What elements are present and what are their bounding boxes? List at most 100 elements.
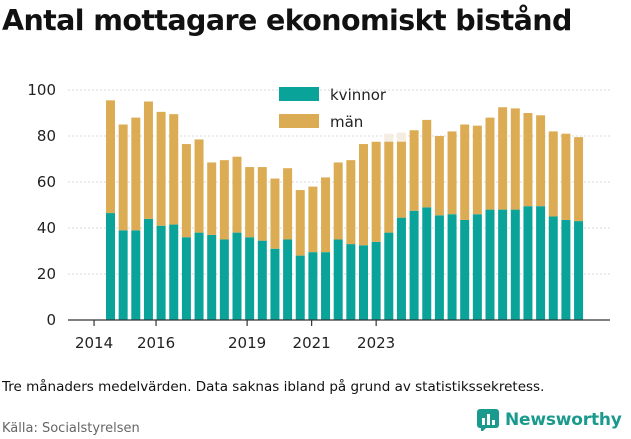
bar-man [270, 178, 280, 249]
bar-kvinnor [156, 225, 166, 320]
bars [106, 100, 584, 320]
x-tick-label: 2023 [357, 334, 395, 352]
bar-kvinnor [131, 230, 141, 320]
bar-kvinnor [194, 232, 204, 320]
bar-kvinnor [270, 248, 280, 320]
bar-man [257, 167, 267, 241]
y-tick-label: 60 [37, 173, 56, 191]
x-axis: 2014 2016 2019 2021 2023 [68, 319, 610, 352]
bar-man [548, 131, 558, 217]
newsworthy-logo[interactable]: Newsworthy [477, 409, 622, 431]
bar-man [384, 141, 394, 233]
bar-kvinnor [371, 241, 381, 320]
brand-name: Newsworthy [505, 410, 622, 430]
bar-man [485, 117, 495, 210]
bar-kvinnor [384, 232, 394, 320]
bar-kvinnor [181, 237, 191, 320]
bar-kvinnor [510, 209, 520, 320]
x-tick-label: 2014 [75, 334, 113, 352]
y-tick-label: 100 [27, 81, 56, 99]
bar-kvinnor [422, 207, 432, 320]
bar-man [523, 113, 533, 207]
bar-kvinnor [523, 206, 533, 320]
bar-man [460, 124, 470, 220]
bar-kvinnor [346, 244, 356, 320]
bar-man [308, 186, 318, 253]
bar-kvinnor [308, 252, 318, 320]
bar-man [371, 141, 381, 242]
bar-man [346, 160, 356, 245]
bar-man [422, 119, 432, 208]
legend-label-man: män [330, 113, 363, 131]
bar-kvinnor [232, 232, 242, 320]
legend-swatch-kvinnor [279, 87, 319, 101]
bar-man [181, 144, 191, 238]
bar-kvinnor [333, 239, 343, 320]
bar-man [333, 162, 343, 240]
bar-kvinnor [295, 255, 305, 320]
bar-man [295, 190, 305, 256]
bar-man [207, 162, 217, 235]
bar-man [321, 177, 331, 253]
bar-kvinnor [106, 213, 115, 320]
stacked-bar-chart: 0 20 40 60 80 100 2014 2016 2019 2021 2023 kvinno… [27, 81, 610, 352]
bar-man [156, 111, 166, 226]
y-tick-label: 40 [37, 219, 56, 237]
bar-man [396, 141, 406, 218]
legend: kvinnor män [279, 86, 387, 131]
bar-kvinnor [118, 230, 128, 320]
source-text: Källa: Socialstyrelsen [2, 421, 140, 436]
legend-swatch-man [279, 114, 319, 128]
bar-man [510, 108, 520, 210]
bar-kvinnor [396, 217, 406, 320]
x-tick-label: 2021 [293, 334, 331, 352]
y-tick-label: 20 [37, 265, 56, 283]
bar-kvinnor [485, 209, 495, 320]
bar-kvinnor [536, 206, 546, 320]
bar-kvinnor [207, 234, 217, 320]
bar-kvinnor [498, 209, 508, 320]
bar-man [434, 136, 444, 216]
bar-kvinnor [143, 218, 153, 320]
bar-man [169, 114, 179, 225]
y-tick-label: 0 [46, 311, 56, 329]
bar-man [283, 168, 293, 240]
bar-kvinnor [434, 215, 444, 320]
bar-kvinnor [219, 239, 229, 320]
bar-man [561, 133, 571, 220]
bar-man [131, 117, 141, 231]
bar-kvinnor [359, 245, 368, 320]
bar-kvinnor [283, 239, 293, 320]
bar-kvinnor [257, 240, 267, 320]
bar-kvinnor [561, 219, 571, 320]
bar-man [118, 124, 128, 231]
bar-man [498, 107, 508, 210]
bar-kvinnor [321, 252, 331, 320]
bar-man [219, 160, 229, 240]
bar-man [574, 137, 584, 222]
bar-man [106, 100, 115, 214]
bar-kvinnor [548, 216, 558, 320]
footnote: Tre månaders medelvärden. Data saknas ib… [2, 379, 545, 395]
y-tick-label: 80 [37, 127, 56, 145]
bar-man [472, 125, 482, 215]
bar-man [143, 101, 153, 219]
bar-kvinnor [245, 237, 255, 320]
bar-kvinnor [472, 214, 482, 320]
chart-title: Antal mottagare ekonomiskt bistånd [2, 4, 572, 37]
bar-man [245, 167, 255, 238]
bar-kvinnor [447, 214, 457, 320]
legend-label-kvinnor: kvinnor [330, 86, 387, 104]
y-axis-ticks: 0 20 40 60 80 100 [27, 81, 56, 329]
bar-chart-logo-icon [477, 409, 499, 431]
bar-kvinnor [409, 210, 419, 320]
bar-man [359, 144, 368, 246]
bar-man [409, 130, 419, 211]
x-tick-label: 2019 [228, 334, 266, 352]
x-tick-label: 2016 [137, 334, 175, 352]
bar-kvinnor [460, 219, 470, 320]
bar-man [194, 139, 204, 233]
bar-man [447, 131, 457, 215]
bar-man [232, 156, 242, 233]
bar-kvinnor [169, 224, 179, 320]
